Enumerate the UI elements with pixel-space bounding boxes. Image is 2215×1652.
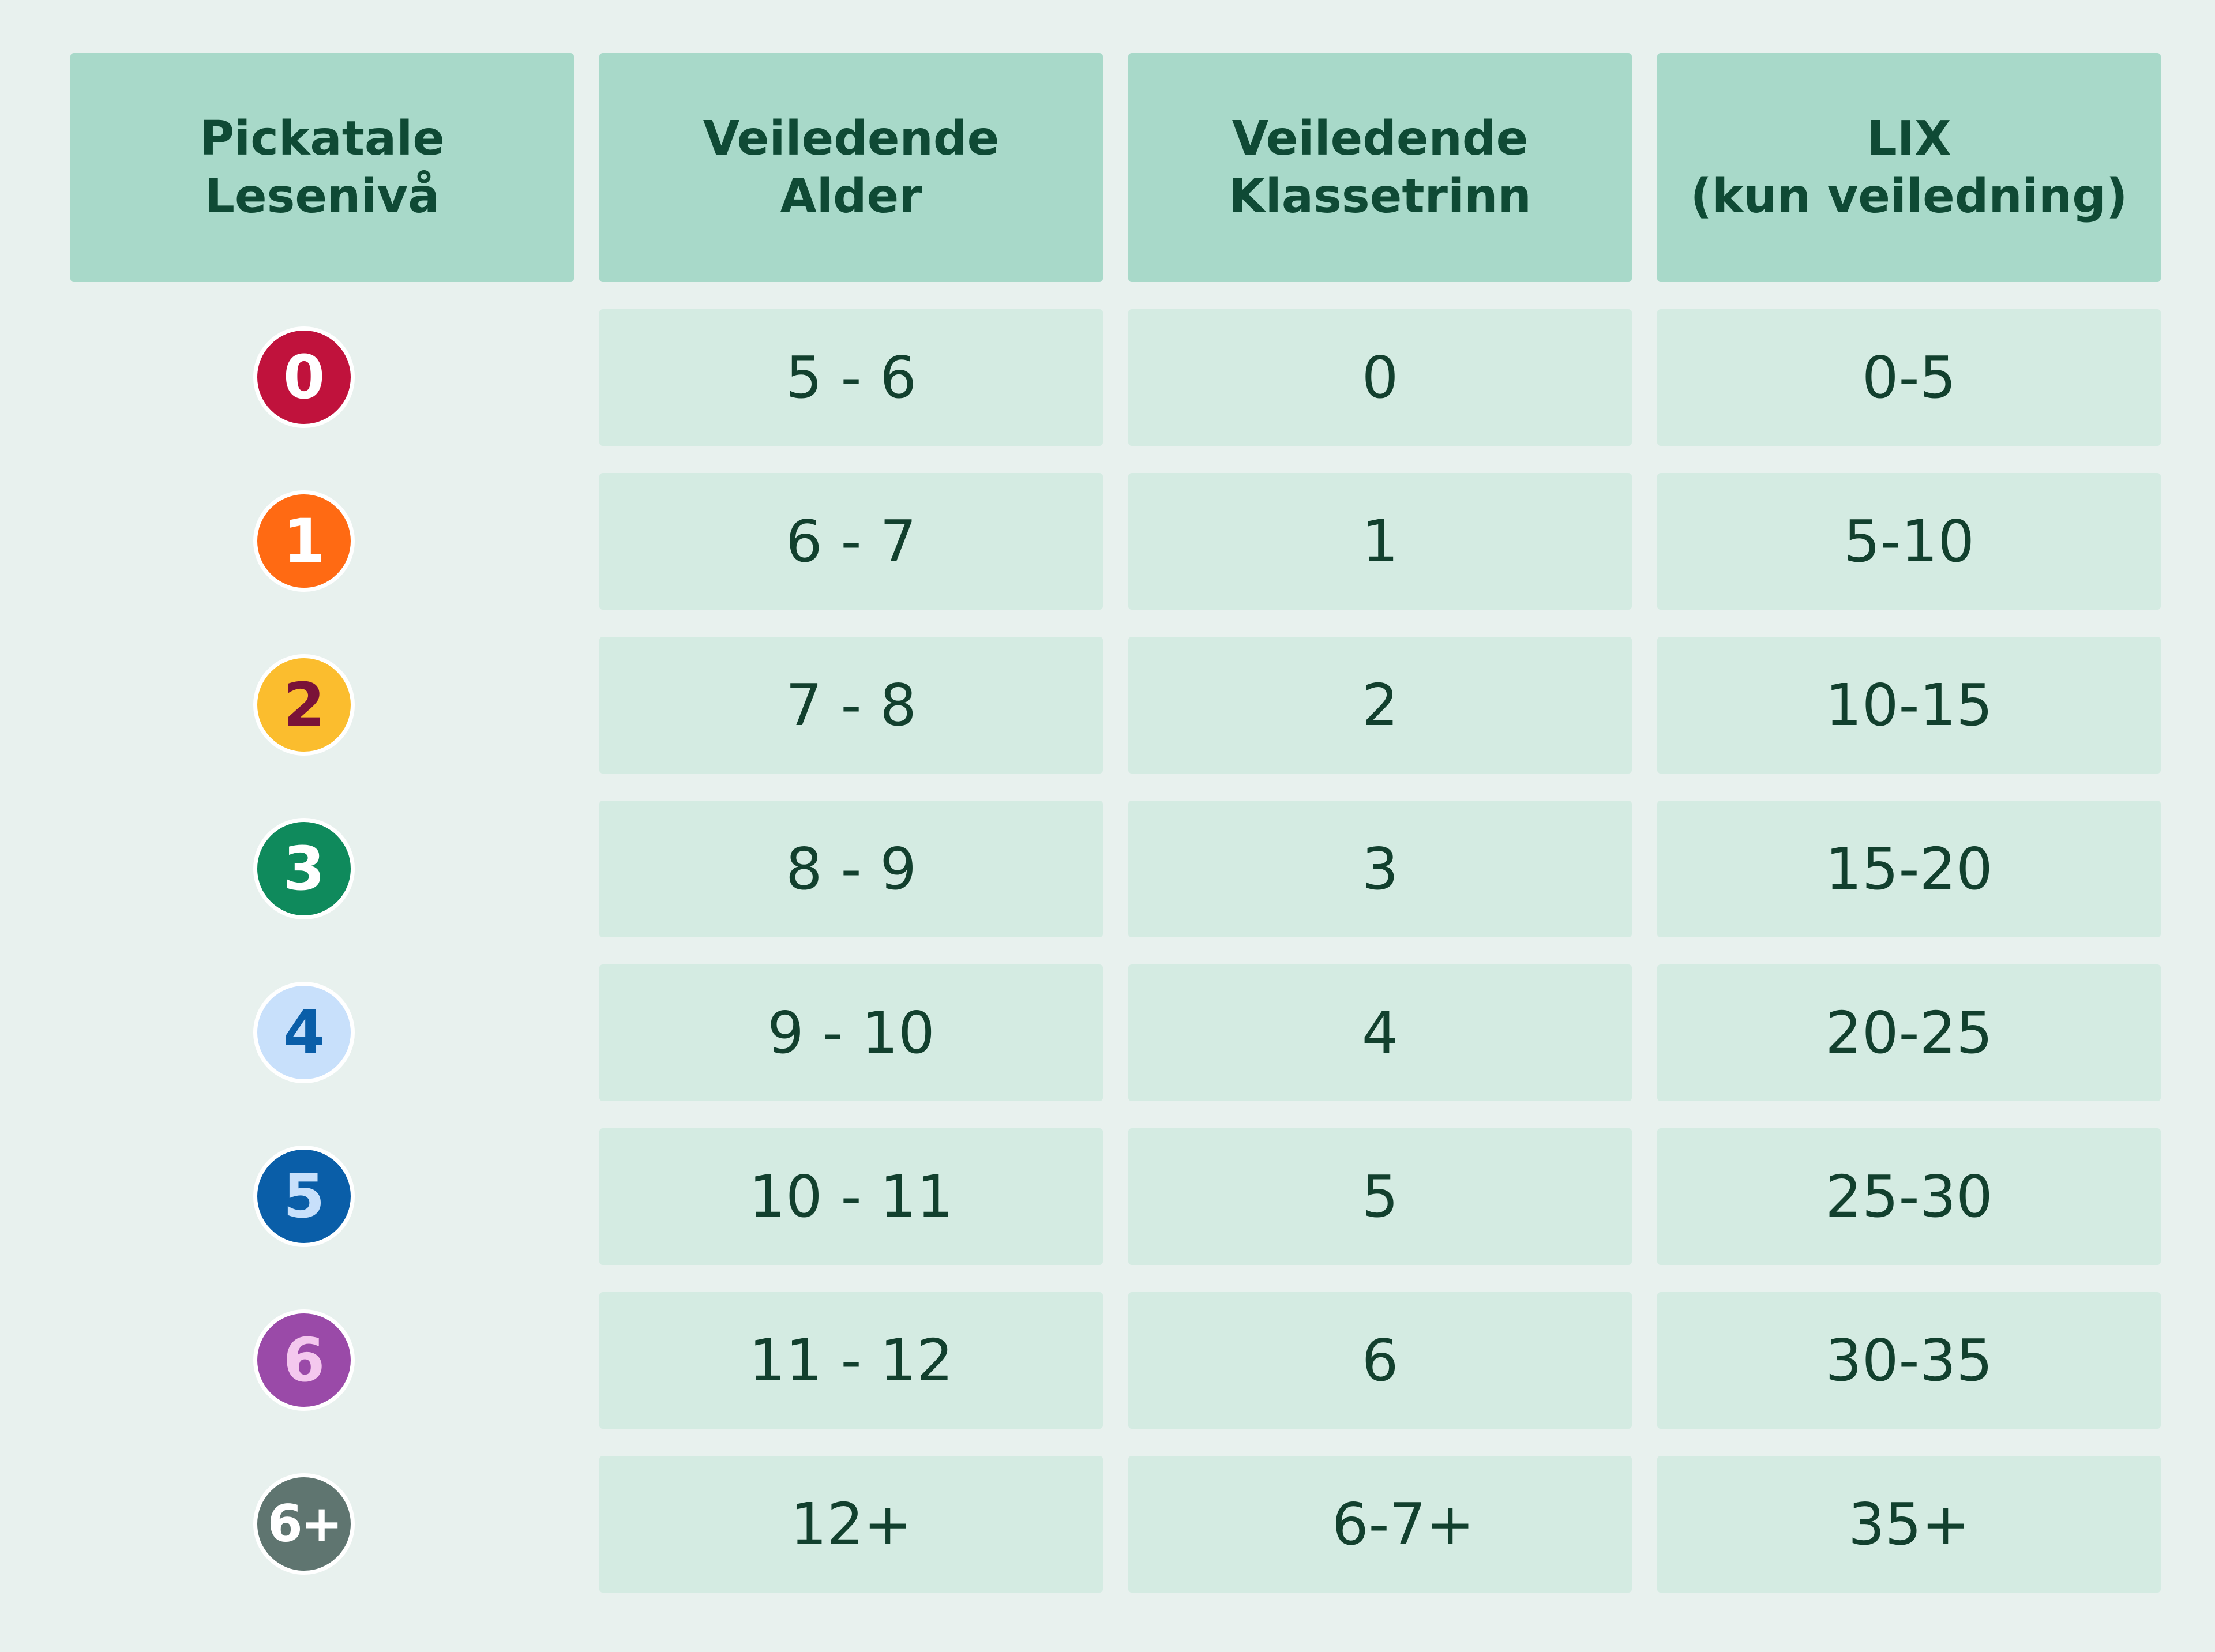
grade-cell: 2 [1128, 637, 1632, 774]
age-cell: 8 - 9 [599, 801, 1103, 937]
header-age-line2: Alder [780, 168, 922, 224]
lix-cell: 25-30 [1657, 1128, 2161, 1265]
grade-cell: 4 [1128, 964, 1632, 1101]
header-lix-line1: LIX [1867, 111, 1951, 166]
level-badge-icon: 0 [253, 326, 355, 428]
grade-cell: 6 [1128, 1292, 1632, 1429]
level-badge-icon: 6+ [253, 1473, 355, 1575]
lix-cell: 15-20 [1657, 801, 2161, 937]
header-lix-line2: (kun veiledning) [1690, 168, 2128, 224]
level-badge-icon: 2 [253, 654, 355, 756]
age-cell: 9 - 10 [599, 964, 1103, 1101]
header-age: Veiledende Alder [599, 53, 1103, 282]
lix-cell: 20-25 [1657, 964, 2161, 1101]
lix-cell: 0-5 [1657, 309, 2161, 446]
header-grade-line2: Klassetrinn [1229, 168, 1531, 224]
header-reading-level-line1: Pickatale [200, 111, 445, 166]
age-cell: 6 - 7 [599, 473, 1103, 610]
header-grade-line1: Veiledende [1232, 111, 1529, 166]
lix-cell: 35+ [1657, 1456, 2161, 1593]
lix-cell: 10-15 [1657, 637, 2161, 774]
lix-cell: 5-10 [1657, 473, 2161, 610]
grade-cell: 0 [1128, 309, 1632, 446]
age-cell: 7 - 8 [599, 637, 1103, 774]
header-grade: Veiledende Klassetrinn [1128, 53, 1632, 282]
header-reading-level: Pickatale Lesenivå [70, 53, 574, 282]
level-badge-icon: 3 [253, 818, 355, 919]
header-reading-level-line2: Lesenivå [204, 168, 440, 224]
level-badge-icon: 5 [253, 1146, 355, 1247]
grade-cell: 1 [1128, 473, 1632, 610]
level-badge-icon: 1 [253, 490, 355, 592]
grade-cell: 5 [1128, 1128, 1632, 1265]
level-badge-icon: 4 [253, 982, 355, 1083]
age-cell: 5 - 6 [599, 309, 1103, 446]
lix-cell: 30-35 [1657, 1292, 2161, 1429]
age-cell: 11 - 12 [599, 1292, 1103, 1429]
level-badge-icon: 6 [253, 1309, 355, 1411]
age-cell: 10 - 11 [599, 1128, 1103, 1265]
grade-cell: 6-7+ [1128, 1456, 1632, 1593]
header-lix: LIX (kun veiledning) [1657, 53, 2161, 282]
header-age-line1: Veiledende [703, 111, 1000, 166]
age-cell: 12+ [599, 1456, 1103, 1593]
grade-cell: 3 [1128, 801, 1632, 937]
